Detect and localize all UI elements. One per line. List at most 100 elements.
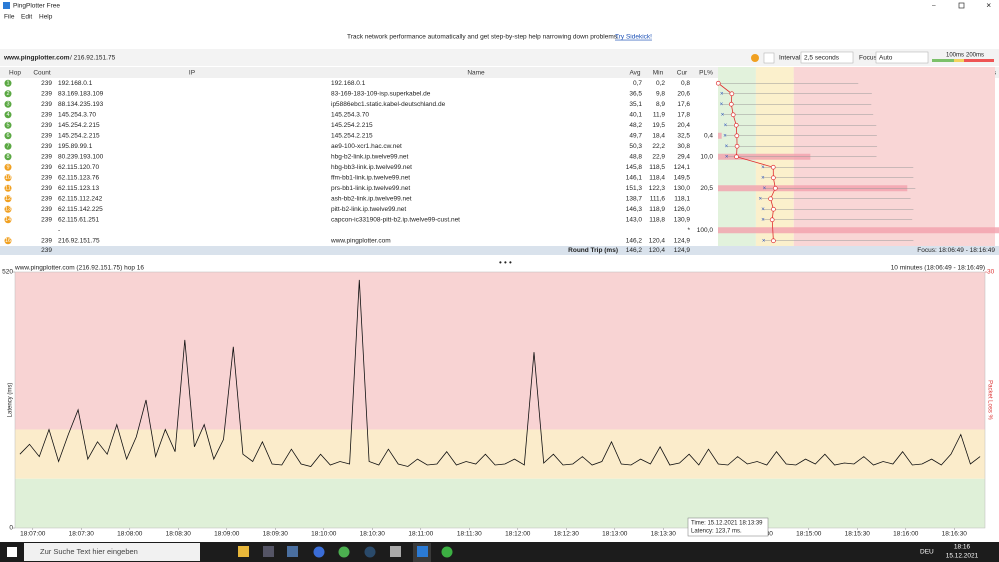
x-tick-label: 18:08:30 <box>166 531 192 538</box>
cell: 40,1 <box>629 111 642 118</box>
interval-select[interactable] <box>800 51 854 64</box>
hop-number: 4 <box>6 112 9 118</box>
cell: 239 <box>41 153 52 160</box>
table-header <box>0 67 999 78</box>
cell: 88.134.235.193 <box>58 101 104 108</box>
threshold-legend: 100ms 200ms <box>932 53 994 62</box>
search-placeholder: Zur Suche Text hier eingeben <box>40 547 138 556</box>
x-tick-label: 18:13:30 <box>651 531 677 538</box>
hop-status <box>4 132 12 140</box>
cell: 239 <box>41 80 52 87</box>
app-icon-9[interactable] <box>441 546 453 558</box>
x-tick-label: 18:10:00 <box>311 531 337 538</box>
packet-loss-bar <box>718 132 722 139</box>
menu-edit[interactable]: Edit <box>21 14 32 21</box>
cell: ffm-bb1-link.ip.twelve99.net <box>331 174 410 181</box>
pause-button[interactable] <box>751 54 759 62</box>
cell: 145.254.2.215 <box>331 132 373 139</box>
cell: 138,7 <box>626 195 643 202</box>
min-marker: × <box>761 207 765 213</box>
cell: 126,0 <box>674 206 691 213</box>
cell: 146,1 <box>626 174 643 181</box>
menu-help[interactable]: Help <box>39 14 53 21</box>
clock-time[interactable]: 18:16 <box>954 544 971 551</box>
x-tick-label: 18:11:30 <box>457 531 482 538</box>
tooltip <box>687 517 769 537</box>
column-header: Count <box>33 70 51 77</box>
cell: 17,8 <box>677 111 690 118</box>
cell: hbg-b2-link.ip.twelve99.net <box>331 153 409 160</box>
avg-marker <box>730 112 736 118</box>
cell: 130,0 <box>674 185 691 192</box>
cell: 145.254.3.70 <box>58 111 96 118</box>
hop-status <box>4 163 12 171</box>
hop-number: 13 <box>5 207 11 213</box>
interval-value: 2,5 seconds <box>804 55 840 62</box>
cell: 8,9 <box>656 101 665 108</box>
cell: 62.115.120.70 <box>58 164 99 171</box>
steam-icon[interactable] <box>364 546 376 558</box>
cell: 146,2 <box>626 237 643 244</box>
app-icon-4[interactable] <box>313 546 325 558</box>
x-tick-label: 18:15:30 <box>845 531 871 538</box>
start-button[interactable] <box>7 547 17 557</box>
cell: 9,8 <box>656 90 665 97</box>
min-marker: × <box>721 112 725 118</box>
cell: 118,4 <box>649 174 665 181</box>
cell: * <box>687 227 690 234</box>
cell: 239 <box>41 90 52 97</box>
cell: 145.254.2.215 <box>331 122 373 129</box>
cell: 239 <box>41 132 52 139</box>
cell: 239 <box>41 143 52 150</box>
cell: - <box>58 227 60 234</box>
app-icon-2[interactable] <box>263 546 274 557</box>
latency-graph: www.pingplotter.com (216.92.151.75) hop … <box>2 265 994 538</box>
splitter[interactable]: • • • <box>499 258 512 267</box>
banner <box>0 24 999 48</box>
clock-date[interactable]: 15.12.2021 <box>946 553 979 560</box>
explorer-icon[interactable] <box>238 546 249 557</box>
x-tick-label: 18:16:00 <box>893 531 919 538</box>
close-button[interactable]: ✕ <box>986 3 991 10</box>
search-box[interactable] <box>24 543 200 561</box>
legend-red <box>964 59 994 62</box>
footer-focus: Focus: 18:06:49 - 18:16:49 <box>917 247 995 254</box>
maximize-button[interactable] <box>958 2 965 9</box>
footer-count: 239 <box>41 247 52 254</box>
focus-select[interactable] <box>875 51 929 64</box>
cell: 130,9 <box>674 216 691 223</box>
chrome-icon[interactable] <box>338 546 350 558</box>
banner-link[interactable]: Try Sidekick! <box>615 34 652 41</box>
cell: 239 <box>41 174 52 181</box>
cell: capcon-ic331908-pitt-b2.ip.twelve99-cust… <box>331 216 460 223</box>
graph-header: www.pingplotter.com (216.92.151.75) hop … <box>14 265 144 272</box>
cell: 30,8 <box>677 143 690 150</box>
hop-number: 14 <box>5 217 11 223</box>
hop-number: 16 <box>5 238 11 244</box>
app-icon-7[interactable] <box>390 546 401 557</box>
avg-marker <box>771 175 776 181</box>
cell: 118,8 <box>649 216 665 223</box>
x-tick-label: 18:13:00 <box>602 531 628 538</box>
avg-marker <box>769 217 775 223</box>
menu-file[interactable]: File <box>4 14 15 21</box>
cell: 49,7 <box>629 132 642 139</box>
minimize-button[interactable]: – <box>932 3 936 10</box>
app-icon-3[interactable] <box>287 546 298 557</box>
options-dropdown[interactable] <box>763 52 775 64</box>
graph-range: 10 minutes (18:06:49 - 18:16:49) <box>891 265 985 272</box>
column-header: Cur <box>677 70 688 77</box>
cell: 83.169.183.109 <box>58 90 104 97</box>
language[interactable]: DEU <box>920 549 934 556</box>
cell: pitt-b2-link.ip.twelve99.net <box>331 206 406 213</box>
min-marker: × <box>720 102 724 108</box>
x-tick-label: 18:16:30 <box>942 531 968 538</box>
avg-marker <box>733 122 739 128</box>
cell: 145.254.2.215 <box>58 132 100 139</box>
column-header: Min <box>653 70 664 77</box>
cell: 0,4 <box>704 132 713 139</box>
cell: 118,9 <box>649 206 665 213</box>
cell: 11,9 <box>653 111 666 118</box>
min-marker: × <box>763 186 767 192</box>
avg-marker <box>729 91 735 97</box>
